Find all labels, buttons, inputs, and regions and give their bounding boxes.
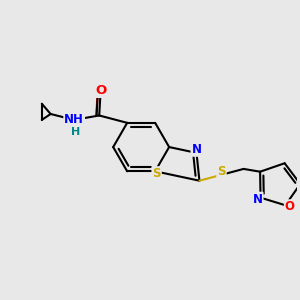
Text: NH: NH	[64, 113, 84, 126]
Text: O: O	[95, 84, 106, 97]
Text: S: S	[217, 165, 226, 178]
Text: N: N	[253, 193, 262, 206]
Text: N: N	[191, 143, 202, 156]
Text: S: S	[152, 167, 161, 180]
Text: O: O	[285, 200, 295, 213]
Text: H: H	[71, 127, 80, 137]
